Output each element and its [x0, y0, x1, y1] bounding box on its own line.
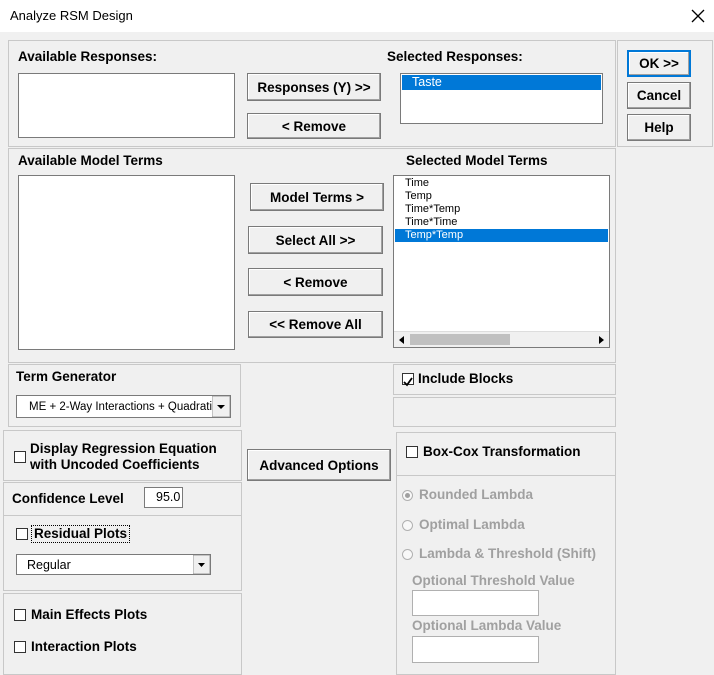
label: Optional Lambda Value: [412, 618, 562, 633]
empty-group: [393, 397, 616, 427]
available-terms-list[interactable]: [18, 175, 235, 350]
label: Interaction Plots: [31, 639, 137, 654]
label: Main Effects Plots: [31, 607, 148, 622]
checkbox[interactable]: [14, 641, 26, 653]
checkbox[interactable]: [14, 609, 26, 621]
label: Term Generator: [16, 369, 117, 384]
button[interactable]: << Remove All: [248, 311, 383, 338]
button[interactable]: Select All >>: [248, 226, 383, 254]
list-item[interactable]: Time*Temp: [405, 203, 461, 215]
combo-value: Regular: [27, 557, 71, 572]
list-item[interactable]: Time: [405, 177, 430, 189]
radio-button[interactable]: [402, 519, 413, 531]
close-button[interactable]: [691, 9, 705, 23]
label: Box-Cox Transformation: [423, 444, 581, 459]
checkbox[interactable]: [14, 451, 26, 463]
confidence-input[interactable]: 95.0: [144, 487, 183, 508]
dropdown-arrow[interactable]: [193, 555, 210, 574]
dropdown-arrow[interactable]: [212, 396, 230, 417]
label: Residual Plots: [31, 525, 131, 543]
scrollbar[interactable]: [394, 331, 609, 347]
scroll-right[interactable]: [597, 336, 605, 344]
title-bar: [0, 0, 714, 32]
radio-button[interactable]: [402, 549, 413, 560]
ok-button[interactable]: OK >>: [627, 50, 691, 77]
responses-group: [8, 40, 616, 147]
lambda-input[interactable]: [412, 636, 539, 663]
threshold-input[interactable]: [412, 590, 539, 616]
label: Optional Threshold Value: [412, 573, 575, 588]
selected-responses-list[interactable]: Taste: [400, 73, 603, 124]
button[interactable]: Responses (Y) >>: [247, 73, 381, 101]
button[interactable]: Model Terms >: [250, 183, 384, 211]
button[interactable]: < Remove: [248, 268, 383, 296]
label: Available Model Terms: [18, 153, 163, 168]
label: Display Regression Equation: [30, 441, 217, 456]
label: Confidence Level: [12, 491, 124, 506]
label: Available Responses:: [18, 49, 158, 64]
label: Selected Model Terms: [406, 153, 548, 168]
label: Selected Responses:: [387, 49, 523, 64]
label: Rounded Lambda: [419, 487, 533, 502]
button[interactable]: Advanced Options: [247, 449, 391, 481]
checkbox[interactable]: [402, 373, 414, 387]
effects-group: [3, 593, 242, 675]
regression-group: [3, 430, 242, 481]
selected-terms-list[interactable]: Time Temp Time*Temp Time*Time Temp*Temp: [393, 175, 610, 348]
residual-type-combo[interactable]: Regular: [16, 554, 211, 575]
available-responses-list[interactable]: [18, 73, 235, 138]
radio-dot: [405, 493, 410, 498]
checkbox[interactable]: [16, 528, 28, 540]
check-mark: [403, 377, 413, 387]
list-item[interactable]: Temp: [405, 190, 432, 202]
help-button[interactable]: Help: [627, 114, 691, 141]
cancel-button[interactable]: Cancel: [627, 82, 691, 109]
label: Optimal Lambda: [419, 516, 525, 532]
button[interactable]: < Remove: [247, 113, 381, 139]
radio-button[interactable]: [402, 490, 413, 501]
plots-group: [3, 482, 242, 591]
dialog-title: Analyze RSM Design: [10, 8, 133, 23]
term-generator-group: [8, 364, 241, 427]
model-terms-group: [8, 148, 616, 363]
label: Include Blocks: [418, 371, 514, 386]
term-generator-combo[interactable]: ME + 2-Way Interactions + Quadratic: [16, 395, 231, 418]
list-item[interactable]: Time*Time: [405, 216, 458, 228]
scroll-thumb[interactable]: [410, 334, 510, 345]
include-blocks-group: [393, 364, 616, 395]
combo-value: ME + 2-Way Interactions + Quadratic: [29, 400, 218, 413]
separator: [396, 475, 616, 476]
list-item[interactable]: Taste: [402, 75, 601, 90]
scroll-left[interactable]: [398, 336, 406, 344]
label: Lambda & Threshold (Shift): [419, 546, 596, 561]
checkbox[interactable]: [406, 446, 418, 458]
actions-group: [617, 40, 713, 147]
separator: [3, 515, 242, 516]
list-item[interactable]: Temp*Temp: [395, 229, 608, 242]
label: with Uncoded Coefficients: [30, 457, 200, 472]
